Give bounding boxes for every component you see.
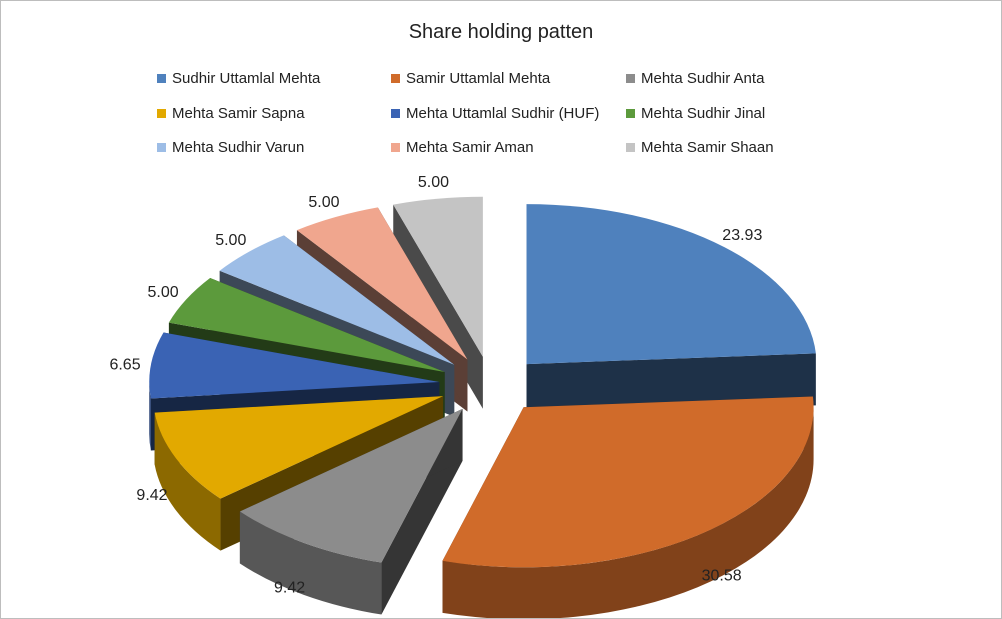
slice-edge	[149, 381, 151, 451]
legend-swatch	[626, 142, 635, 152]
pie-slice	[239, 408, 463, 615]
slice-edge	[442, 407, 814, 618]
legend-label: Samir Uttamlal Mehta	[406, 69, 551, 87]
slice-top	[154, 396, 444, 499]
legend-label: Mehta Samir Aman	[406, 138, 534, 156]
legend-label: Mehta Uttamlal Sudhir (HUF)	[406, 104, 600, 122]
data-label: 5.00	[215, 232, 246, 249]
legend-swatch	[626, 108, 635, 118]
legend-swatch	[157, 108, 166, 118]
data-label: 5.00	[308, 194, 339, 211]
legend-label: Mehta Samir Sapna	[172, 104, 305, 122]
slice-top	[149, 332, 440, 399]
legend-label: Mehta Sudhir Jinal	[641, 104, 766, 122]
chart-legend: Sudhir Uttamlal Mehta Samir Uttamlal Meht…	[1, 1, 1001, 171]
legend-swatch	[157, 142, 166, 152]
data-label: 23.93	[722, 227, 762, 244]
data-labels: 5.00 5.00 23.93 5.00 5.00 6.65 9.42 30.58 9.42	[109, 174, 762, 597]
legend-item: Mehta Uttamlal Sudhir (HUF)	[391, 103, 599, 123]
legend-swatch	[391, 73, 400, 83]
slice-top	[296, 207, 468, 360]
slice-top	[526, 204, 816, 365]
legend-item: Mehta Sudhir Jinal	[626, 103, 765, 123]
legend-swatch	[157, 73, 166, 83]
data-label: 5.00	[148, 284, 179, 301]
slice-top	[219, 235, 455, 365]
legend-swatch	[391, 142, 400, 152]
slice-top	[239, 408, 463, 563]
slice-top	[168, 277, 445, 373]
data-label: 9.42	[136, 487, 167, 504]
legend-swatch	[391, 108, 400, 118]
data-label: 5.00	[418, 174, 449, 191]
legend-swatch	[626, 73, 635, 83]
legend-item: Mehta Sudhir Anta	[626, 68, 764, 88]
legend-item: Mehta Samir Aman	[391, 137, 534, 157]
slice-edge	[154, 412, 221, 551]
legend-item: Mehta Samir Sapna	[157, 103, 305, 123]
legend-item: Mehta Samir Shaan	[626, 137, 774, 157]
legend-label: Mehta Samir Shaan	[641, 138, 774, 156]
legend-item: Samir Uttamlal Mehta	[391, 68, 550, 88]
chart-title: Share holding patten	[408, 21, 594, 43]
legend-item: Mehta Sudhir Varun	[157, 137, 304, 157]
slice-edge	[239, 511, 382, 615]
slice-top	[442, 396, 814, 568]
data-label: 30.58	[702, 568, 742, 585]
legend-item: Sudhir Uttamlal Mehta	[157, 68, 320, 88]
legend-label: Sudhir Uttamlal Mehta	[172, 69, 321, 87]
slice-top	[393, 196, 483, 357]
legend-label: Mehta Sudhir Anta	[641, 69, 765, 87]
pie-slice	[526, 204, 816, 417]
data-label: 9.42	[274, 579, 305, 596]
pie-slice	[442, 396, 814, 618]
legend-label: Mehta Sudhir Varun	[172, 138, 305, 156]
data-label: 6.65	[109, 356, 140, 373]
